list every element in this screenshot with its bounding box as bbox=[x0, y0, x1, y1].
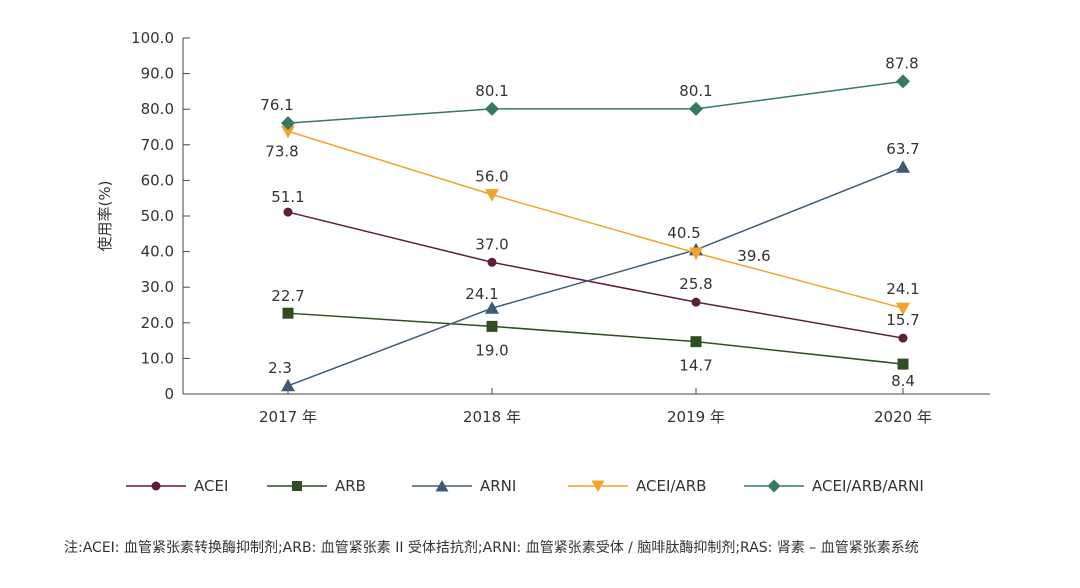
data-point-circle bbox=[691, 297, 701, 307]
data-label: 51.1 bbox=[271, 188, 304, 206]
data-point-circle bbox=[283, 207, 293, 217]
data-label: 63.7 bbox=[886, 140, 919, 158]
y-tick-label: 30.0 bbox=[141, 278, 174, 296]
square-marker-icon bbox=[267, 481, 327, 491]
data-label: 14.7 bbox=[679, 357, 712, 375]
data-label: 73.8 bbox=[265, 142, 298, 160]
y-tick-label: 50.0 bbox=[141, 207, 174, 225]
series-line-acei-arb-arni bbox=[287, 80, 904, 124]
data-point-triangle-down bbox=[896, 302, 910, 316]
circle-marker-icon bbox=[126, 481, 186, 491]
data-label: 24.1 bbox=[886, 280, 919, 298]
data-point-diamond bbox=[896, 74, 910, 89]
data-point-diamond bbox=[689, 101, 703, 116]
x-tick-label: 2018 年 bbox=[463, 408, 521, 426]
series-line-arb bbox=[287, 312, 904, 365]
data-point-diamond bbox=[485, 101, 499, 116]
series-markers bbox=[281, 74, 910, 392]
x-tick-label: 2017 年 bbox=[259, 408, 317, 426]
y-axis-label: 使用率(%) bbox=[96, 181, 114, 252]
legend-item-acei-arb: ACEI/ARB bbox=[568, 472, 706, 500]
legend-item-arb: ARB bbox=[267, 472, 366, 500]
legend-item-arni: ARNI bbox=[412, 472, 516, 500]
axes: 0 10.0 20.0 30.0 40.0 50.0 60.0 70.0 80.0 90.0 100… bbox=[131, 29, 990, 426]
data-label: 24.1 bbox=[465, 285, 498, 303]
legend-label-acei-arb: ACEI/ARB bbox=[636, 477, 707, 495]
legend-label-arni: ARNI bbox=[480, 477, 517, 495]
data-labels: 51.1 37.0 25.8 15.7 22.7 19.0 14.7 8.4 2.3 24.1 40… bbox=[260, 54, 919, 390]
series-lines bbox=[287, 80, 904, 387]
legend-item-acei: ACEI bbox=[126, 472, 228, 500]
y-tick-label: 90.0 bbox=[141, 65, 174, 83]
series-line-arni bbox=[287, 166, 904, 387]
legend-label-acei: ACEI bbox=[194, 477, 229, 495]
x-tick-label: 2020 年 bbox=[874, 408, 932, 426]
data-label: 2.3 bbox=[268, 359, 292, 377]
y-tick-label: 100.0 bbox=[131, 29, 174, 47]
diamond-marker-icon bbox=[744, 479, 804, 493]
data-label: 37.0 bbox=[475, 235, 508, 253]
y-tick-label: 40.0 bbox=[141, 243, 174, 261]
y-tick-label: 10.0 bbox=[141, 349, 174, 367]
data-label: 22.7 bbox=[271, 287, 304, 305]
legend-item-acei-arb-arni: ACEI/ARB/ARNI bbox=[744, 472, 924, 500]
triangle-up-marker-icon bbox=[412, 480, 472, 492]
line-chart: 使用率(%) 0 10.0 20.0 30.0 40.0 50.0 60.0 70.0 80.0… bbox=[96, 29, 990, 426]
data-label: 15.7 bbox=[886, 311, 919, 329]
data-label: 19.0 bbox=[475, 341, 508, 359]
data-point-square bbox=[690, 336, 702, 348]
data-point-circle bbox=[487, 257, 497, 267]
y-tick-label: 60.0 bbox=[141, 171, 174, 189]
data-point-diamond bbox=[281, 116, 295, 131]
data-label: 39.6 bbox=[737, 247, 770, 265]
y-tick-label: 20.0 bbox=[141, 314, 174, 332]
data-point-triangle-up bbox=[485, 301, 499, 314]
triangle-down-marker-icon bbox=[568, 480, 628, 492]
data-point-circle bbox=[898, 333, 908, 343]
legend-label-acei-arb-arni: ACEI/ARB/ARNI bbox=[812, 477, 924, 495]
legend: ACEI ARB ARNI ACEI/ARB ACEI/ARB/ARNI bbox=[120, 472, 1020, 500]
data-point-triangle-down bbox=[485, 189, 499, 202]
data-label: 80.1 bbox=[475, 82, 508, 100]
y-tick-label: 80.0 bbox=[141, 100, 174, 118]
y-tick-label: 70.0 bbox=[141, 136, 174, 154]
data-point-square bbox=[897, 358, 909, 370]
data-point-triangle-up bbox=[896, 160, 910, 173]
y-tick-label: 0 bbox=[164, 385, 174, 403]
data-label: 87.8 bbox=[885, 54, 918, 72]
legend-label-arb: ARB bbox=[335, 477, 366, 495]
series-line-acei-arb bbox=[287, 130, 904, 309]
data-label: 25.8 bbox=[679, 275, 712, 293]
data-point-triangle-down bbox=[281, 125, 295, 139]
data-label: 40.5 bbox=[667, 224, 700, 242]
data-label: 76.1 bbox=[260, 96, 293, 114]
data-point-triangle-up bbox=[281, 378, 295, 392]
data-point-square bbox=[282, 307, 294, 319]
x-tick-label: 2019 年 bbox=[667, 408, 725, 426]
data-label: 8.4 bbox=[891, 372, 915, 390]
data-point-triangle-down bbox=[689, 247, 703, 261]
data-label: 80.1 bbox=[679, 82, 712, 100]
data-point-square bbox=[486, 320, 498, 332]
series-line-acei bbox=[287, 211, 904, 339]
footnote: 注:ACEI: 血管紧张素转换酶抑制剂;ARB: 血管紧张素 II 受体拮抗剂;… bbox=[64, 540, 919, 556]
data-label: 56.0 bbox=[475, 168, 508, 186]
